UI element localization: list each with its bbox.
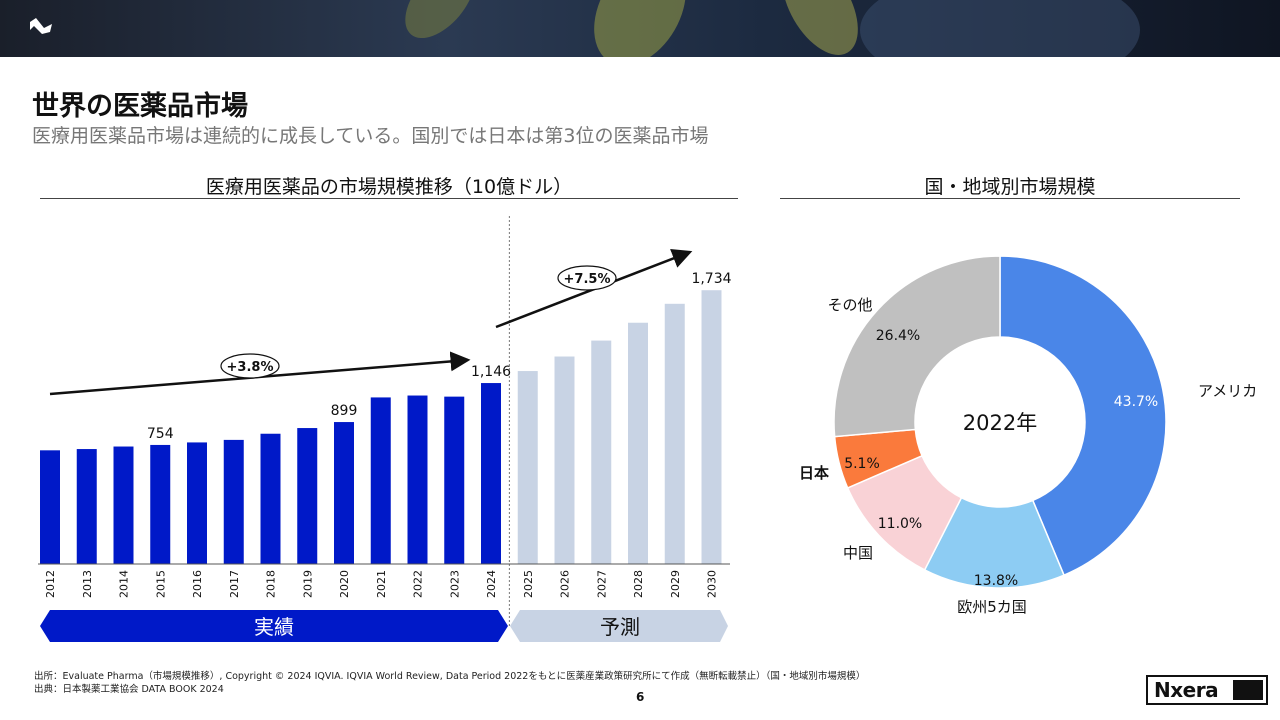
- bar-2015: [150, 444, 171, 564]
- x-tick-2016: 2016: [191, 570, 204, 598]
- x-tick-2027: 2027: [595, 570, 608, 598]
- data-label-2030: 1,734: [691, 271, 731, 287]
- source-footnote: 出所：Evaluate Pharma（市場規模推移）, Copyright © …: [34, 671, 866, 682]
- growth-badge-forecast: [557, 265, 617, 291]
- bar-2016: [187, 442, 207, 564]
- slice-0: [999, 255, 1167, 577]
- x-tick-2018: 2018: [265, 570, 278, 598]
- brand-logo: Nxera: [1146, 675, 1268, 705]
- bar-chart-title: 医療用医薬品の市場規模推移（10億ドル）: [205, 176, 573, 198]
- slice-pct-label-3: 5.1%: [844, 456, 880, 472]
- page-title: 世界の医薬品市場: [32, 91, 248, 122]
- x-tick-2021: 2021: [375, 570, 388, 598]
- bar-2018: [260, 433, 281, 564]
- bar-2021: [370, 397, 391, 564]
- page-subtitle: 医療用医薬品市場は連続的に成長している。国別では日本は第3位の医薬品市場: [32, 125, 709, 147]
- bar-2017: [223, 439, 244, 564]
- slice-name-label-3: 日本: [799, 464, 829, 482]
- bar-2012: [40, 450, 60, 564]
- slice-name-label-4: その他: [827, 296, 872, 314]
- x-tick-2024: 2024: [485, 570, 498, 598]
- period-banner-actual: [40, 610, 508, 642]
- bar-2024: [481, 383, 501, 564]
- x-tick-2023: 2023: [448, 570, 461, 598]
- slice-pct-label-4: 26.4%: [876, 328, 920, 344]
- bar-2023: [444, 396, 465, 564]
- x-tick-2029: 2029: [669, 570, 682, 598]
- bar-2029: [664, 303, 685, 564]
- period-label-actual: 実績: [254, 615, 294, 639]
- donut-center-label: 2022年: [963, 411, 1037, 435]
- donut-chart-title: 国・地域別市場規模: [924, 176, 1096, 198]
- slice-pct-label-1: 13.8%: [974, 573, 1018, 589]
- bar-2020: [334, 422, 354, 564]
- header-banner: [0, 0, 1280, 57]
- region-share-donut-chart: 43.7% アメリカ 13.8% 欧州5カ国 11.0% 中国 5.1% 日本 26.4%その他…: [799, 255, 1257, 616]
- x-tick-2019: 2019: [301, 570, 314, 598]
- x-tick-2013: 2013: [81, 570, 94, 598]
- growth-label-forecast: +7.5%: [564, 272, 611, 287]
- data-label-2024: 1,146: [471, 364, 511, 380]
- growth-badge-actual: [220, 353, 280, 379]
- bar-chart-title-rule: [40, 198, 738, 199]
- growth-label-actual: +3.8%: [227, 360, 274, 375]
- x-tick-2017: 2017: [228, 570, 241, 598]
- bar-2027: [591, 340, 612, 564]
- x-tick-2014: 2014: [118, 570, 131, 598]
- slice-name-label-2: 中国: [843, 544, 873, 562]
- data-label-2020: 899: [331, 403, 358, 419]
- page-number: 6: [636, 690, 645, 704]
- bar-2014: [113, 446, 134, 564]
- market-size-bar-chart: 2012 2013 2014 2015 2016 2017 2018 2019 2020 2021…: [38, 216, 732, 642]
- bar-2013: [76, 449, 97, 564]
- banner-background-image: [405, 0, 1140, 57]
- slice-4: [833, 255, 1001, 438]
- x-tick-2012: 2012: [44, 570, 57, 598]
- x-tick-2028: 2028: [632, 570, 645, 598]
- x-tick-2015: 2015: [154, 570, 167, 598]
- bar-2022: [407, 395, 428, 564]
- brand-mark-icon: [30, 18, 52, 34]
- data-label-2015: 754: [147, 426, 174, 442]
- bar-2019: [297, 428, 318, 564]
- donut-chart-title-rule: [780, 198, 1240, 199]
- bar-2026: [554, 356, 575, 564]
- brand-logo-mark-icon: [1233, 680, 1263, 700]
- brand-logo-text: Nxera: [1154, 678, 1219, 702]
- x-tick-2020: 2020: [338, 570, 351, 598]
- x-tick-2025: 2025: [522, 570, 535, 598]
- bar-2025: [517, 371, 538, 564]
- bar-2030: [701, 290, 722, 564]
- x-tick-2030: 2030: [706, 570, 719, 598]
- period-label-forecast: 予測: [600, 615, 640, 639]
- x-tick-2022: 2022: [412, 570, 425, 598]
- slice-name-label-0: アメリカ: [1198, 382, 1257, 400]
- reference-footnote: 出典：日本製薬工業協会 DATA BOOK 2024: [34, 684, 224, 695]
- slice-pct-label-2: 11.0%: [878, 516, 922, 532]
- slice-name-label-1: 欧州5カ国: [957, 598, 1027, 616]
- slice-pct-label-0: 43.7%: [1114, 394, 1158, 410]
- x-tick-2026: 2026: [559, 570, 572, 598]
- period-banner-forecast: [510, 610, 728, 642]
- bar-2028: [628, 322, 648, 564]
